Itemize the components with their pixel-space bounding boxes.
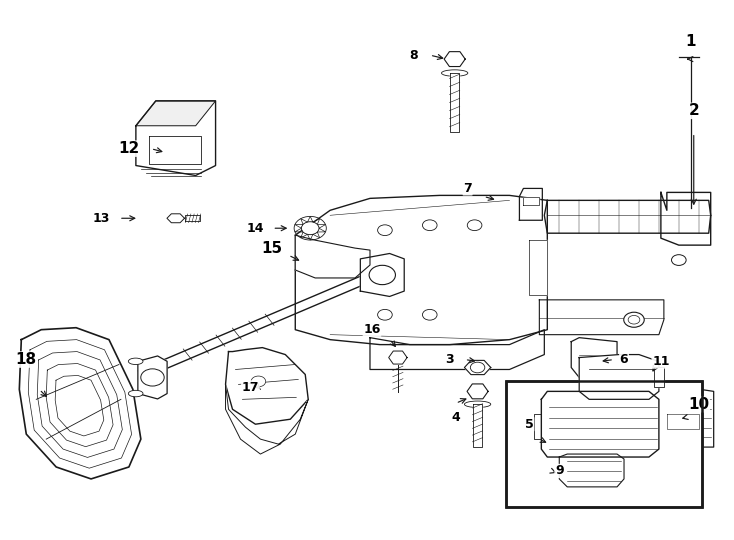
Text: 13: 13: [92, 212, 109, 225]
Polygon shape: [313, 219, 320, 225]
Text: 4: 4: [451, 411, 460, 424]
Polygon shape: [545, 200, 711, 233]
Polygon shape: [184, 215, 200, 221]
Polygon shape: [225, 384, 308, 454]
Circle shape: [302, 222, 319, 235]
Circle shape: [624, 312, 644, 327]
Circle shape: [141, 369, 164, 386]
Polygon shape: [360, 253, 404, 296]
Polygon shape: [523, 198, 539, 205]
Polygon shape: [661, 192, 711, 245]
Polygon shape: [571, 338, 617, 377]
Text: 2: 2: [688, 103, 699, 118]
Polygon shape: [473, 404, 482, 447]
Polygon shape: [370, 330, 545, 369]
Circle shape: [423, 220, 437, 231]
Polygon shape: [225, 348, 308, 424]
Polygon shape: [136, 101, 216, 126]
Polygon shape: [465, 360, 491, 375]
Polygon shape: [138, 271, 378, 378]
Text: 16: 16: [363, 323, 381, 336]
Polygon shape: [301, 219, 308, 225]
Polygon shape: [450, 73, 459, 132]
Polygon shape: [149, 136, 200, 164]
Text: 17: 17: [241, 381, 259, 394]
Text: 15: 15: [262, 241, 283, 255]
Text: 8: 8: [410, 49, 418, 62]
Text: 10: 10: [688, 397, 709, 412]
Polygon shape: [520, 188, 542, 220]
Bar: [506, 381, 702, 508]
Polygon shape: [542, 392, 659, 457]
Text: 5: 5: [525, 418, 534, 431]
Polygon shape: [136, 101, 216, 176]
Polygon shape: [317, 225, 325, 228]
Polygon shape: [579, 355, 659, 400]
Text: 1: 1: [686, 33, 696, 49]
Circle shape: [369, 265, 396, 285]
Text: 7: 7: [463, 182, 472, 195]
Ellipse shape: [465, 401, 491, 408]
Polygon shape: [301, 232, 308, 238]
Polygon shape: [529, 240, 548, 295]
Polygon shape: [295, 225, 303, 228]
Circle shape: [672, 255, 686, 266]
Polygon shape: [308, 234, 313, 240]
Polygon shape: [308, 217, 313, 222]
Ellipse shape: [128, 358, 143, 365]
Circle shape: [470, 362, 485, 373]
Polygon shape: [534, 414, 542, 439]
Polygon shape: [295, 195, 548, 345]
Polygon shape: [559, 454, 624, 487]
Text: 12: 12: [118, 141, 139, 156]
Ellipse shape: [128, 390, 143, 397]
Text: 18: 18: [15, 352, 37, 367]
Circle shape: [251, 376, 266, 387]
Polygon shape: [138, 356, 167, 399]
Polygon shape: [167, 214, 184, 222]
Circle shape: [377, 225, 392, 235]
Circle shape: [468, 220, 482, 231]
Circle shape: [377, 309, 392, 320]
Ellipse shape: [442, 70, 468, 76]
Polygon shape: [539, 300, 664, 335]
Polygon shape: [667, 414, 699, 429]
Polygon shape: [389, 351, 407, 364]
Bar: [506, 381, 702, 508]
Polygon shape: [317, 228, 325, 232]
Polygon shape: [444, 52, 465, 66]
Text: 11: 11: [652, 355, 669, 368]
Circle shape: [423, 309, 437, 320]
Polygon shape: [659, 384, 713, 447]
Polygon shape: [295, 235, 370, 278]
Polygon shape: [19, 328, 141, 479]
Circle shape: [628, 315, 640, 324]
Polygon shape: [467, 384, 488, 399]
Text: 6: 6: [619, 353, 628, 366]
Polygon shape: [295, 228, 303, 232]
Text: 9: 9: [555, 464, 564, 477]
Polygon shape: [654, 368, 664, 387]
Text: 14: 14: [247, 222, 264, 235]
Text: 3: 3: [446, 353, 454, 366]
Polygon shape: [313, 232, 320, 238]
